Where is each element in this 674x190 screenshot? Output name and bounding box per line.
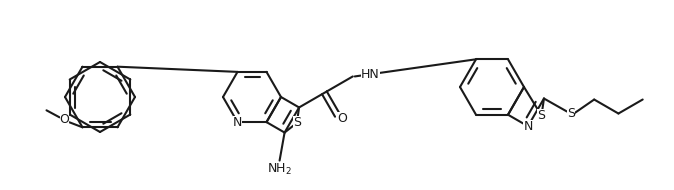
Text: S: S — [567, 107, 575, 120]
Text: O: O — [59, 113, 69, 126]
Text: N: N — [523, 120, 532, 133]
Text: NH$_2$: NH$_2$ — [267, 162, 292, 177]
Text: S: S — [537, 109, 545, 122]
Text: HN: HN — [361, 68, 379, 81]
Text: N: N — [233, 116, 242, 129]
Text: S: S — [293, 116, 301, 129]
Text: O: O — [337, 112, 346, 125]
